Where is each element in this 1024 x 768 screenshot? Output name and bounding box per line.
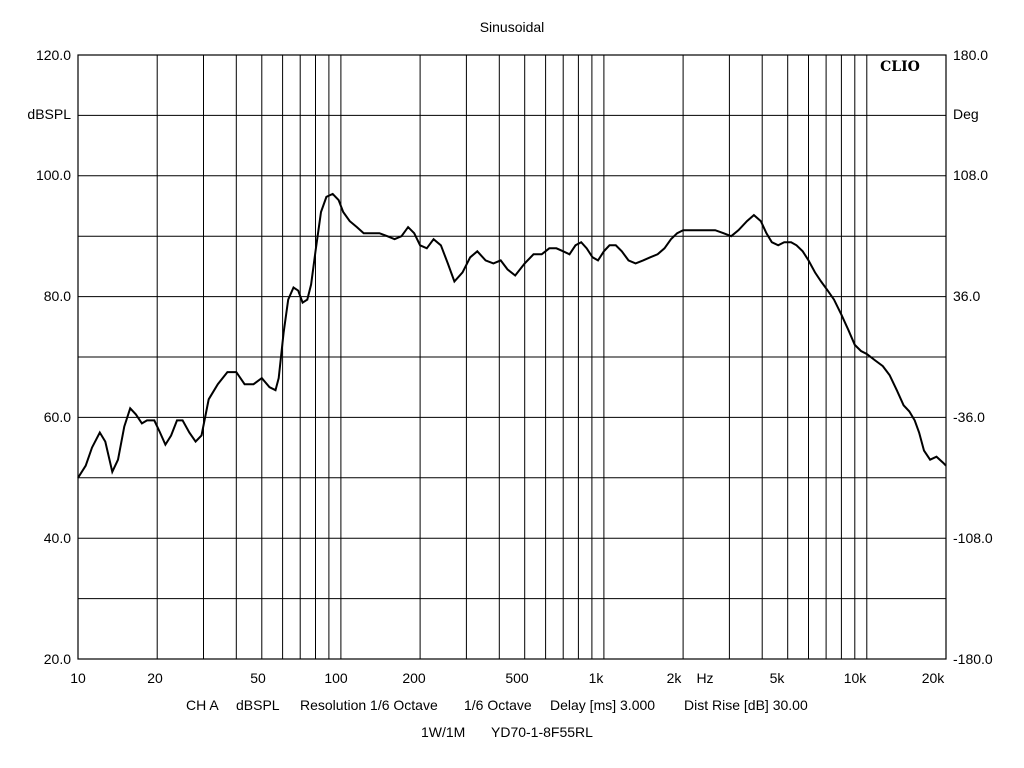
y-tick-label: 120.0	[35, 47, 71, 63]
y2-tick-label: 108.0	[953, 167, 989, 183]
clio-watermark: CLIO	[880, 59, 920, 75]
spl-curve	[77, 192, 947, 479]
x-tick-label: 20k	[921, 670, 945, 686]
footer-resolution: Resolution 1/6 Octave	[300, 697, 438, 713]
x-tick-label: 10k	[843, 670, 867, 686]
y2-tick-label: 180.0	[953, 47, 989, 63]
plot-frame	[77, 54, 947, 660]
footer-drive-level: 1W/1M	[421, 724, 466, 740]
y2-tick-label: 36.0	[953, 288, 981, 304]
y2-axis-label: Deg	[953, 106, 979, 122]
y-tick-label: 20.0	[43, 651, 71, 667]
y-axis-label: dBSPL	[27, 106, 71, 122]
y2-tick-label: -180.0	[953, 651, 993, 667]
footer-smoothing: 1/6 Octave	[464, 697, 532, 713]
y-tick-label: 60.0	[43, 409, 71, 425]
x-tick-label: 200	[402, 670, 426, 686]
x-tick-label: 1k	[588, 670, 604, 686]
footer-delay: Delay [ms] 3.000	[550, 697, 656, 713]
x-tick-label: 5k	[769, 670, 785, 686]
footer-model: YD70-1-8F55RL	[491, 724, 593, 740]
y2-tick-label: -36.0	[953, 409, 985, 425]
y-tick-label: 80.0	[43, 288, 71, 304]
chart-title: Sinusoidal	[479, 19, 545, 35]
footer-channel: CH A	[186, 697, 219, 713]
x-tick-label: 10	[70, 670, 86, 686]
y2-tick-label: -108.0	[953, 530, 993, 546]
x-tick-label: 20	[147, 670, 163, 686]
y-tick-label: 40.0	[43, 530, 71, 546]
x-tick-label: 2k	[666, 670, 682, 686]
footer-unit: dBSPL	[236, 697, 280, 713]
x-tick-label: 50	[250, 670, 266, 686]
footer-dist-rise: Dist Rise [dB] 30.00	[684, 697, 808, 713]
x-unit-label: Hz	[696, 670, 714, 686]
x-tick-label: 100	[324, 670, 348, 686]
chart-grid	[78, 55, 946, 659]
y-tick-label: 100.0	[35, 167, 71, 183]
x-tick-label: 500	[505, 670, 529, 686]
